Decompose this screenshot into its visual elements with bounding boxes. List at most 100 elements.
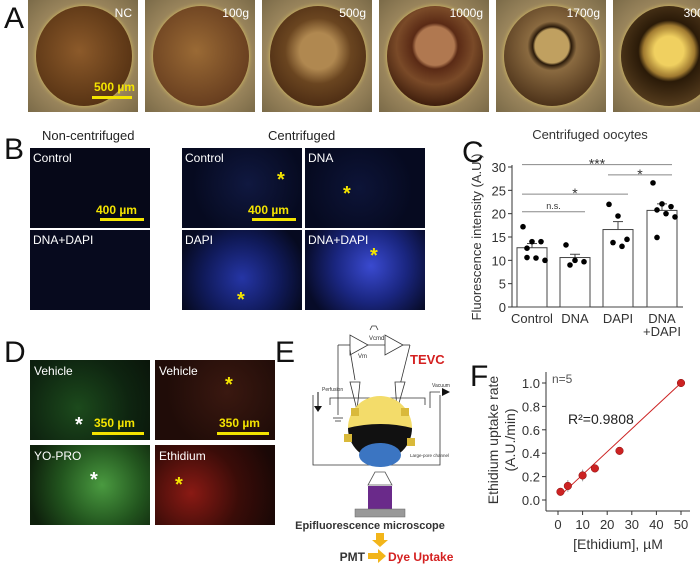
fluorescence-image: DNA+DAPI * (305, 230, 425, 310)
panel-c-label: C (462, 136, 484, 169)
scale-bar-label: 400 µm (96, 203, 137, 217)
panel-e-label: E (275, 336, 296, 369)
condition-label: 500g (339, 6, 366, 20)
data-point (590, 464, 599, 473)
data-point (615, 213, 621, 219)
y-tick-label: 0.8 (522, 399, 540, 414)
data-point (524, 245, 530, 251)
panel-d-label: D (4, 336, 26, 369)
significance-label: * (637, 166, 643, 182)
y-tick-label: 1.0 (522, 376, 540, 391)
data-point (578, 471, 587, 480)
panel-b-label: B (4, 133, 25, 166)
fluorescence-image: DAPI * (182, 230, 302, 310)
scale-bar-label: 350 µm (219, 416, 260, 430)
oocyte (153, 6, 249, 106)
data-point (520, 223, 526, 230)
image-label: DNA+DAPI (308, 233, 369, 247)
n-label: n=5 (552, 372, 573, 386)
panel-a-label: A (4, 2, 25, 35)
oocyte-photo: 1700g (496, 0, 606, 112)
scale-bar (217, 432, 269, 435)
data-point (619, 243, 625, 250)
fluorescence-image: Vehicle * 350 µm (30, 360, 150, 440)
vcmd-label: Vcmd (369, 336, 384, 342)
oocyte (36, 6, 132, 106)
data-point (563, 481, 572, 491)
oocyte (504, 6, 600, 106)
fluorescence-image: Vehicle * 350 µm (155, 360, 275, 440)
fluorescence-image: DNA * (305, 148, 425, 228)
bar-chart-c: Centrifuged oocytes 0 5 10 15 20 25 30 Fluoresce… (469, 127, 683, 339)
image-label: Ethidium (159, 449, 206, 463)
y-axis-label: Ethidium uptake rate (485, 376, 501, 505)
asterisk-marker: * (370, 245, 378, 267)
y-axis-label-unit: (A.U./min) (502, 409, 518, 472)
image-label: YO-PRO (34, 449, 82, 463)
fit-line (560, 382, 682, 496)
bar (646, 209, 678, 308)
data-point (624, 236, 630, 243)
asterisk-marker: * (343, 183, 351, 205)
bar (559, 257, 591, 308)
image-label: DAPI (185, 233, 214, 247)
scale-bar-label: 400 µm (248, 203, 289, 217)
image-label: Vehicle (159, 364, 198, 378)
x-axis-label: [Ethidium], µM (573, 536, 663, 552)
asterisk-marker: * (90, 469, 98, 491)
x-tick-label: 20 (600, 517, 614, 532)
asterisk-marker: * (175, 474, 183, 496)
image-label: Control (185, 151, 224, 165)
oocyte (387, 6, 483, 106)
data-point (524, 254, 530, 261)
asterisk-marker: * (277, 169, 285, 191)
data-point (654, 234, 660, 241)
scale-bar-label: 500 µm (94, 80, 135, 94)
oocyte (270, 6, 366, 106)
r-squared-label: R²=0.9808 (568, 411, 634, 427)
oocyte-photo: NC 500 µm (28, 0, 138, 112)
dye-uptake-label: Dye Uptake (388, 550, 454, 564)
data-point (654, 207, 660, 213)
x-tick-label: 50 (674, 517, 688, 532)
scatter-chart-f: 0.0 0.2 0.4 0.6 0.8 1.0 0 10 20 30 40 50 [Ethidium],… (485, 372, 690, 552)
scale-bar (100, 218, 144, 221)
asterisk-marker: * (75, 414, 83, 436)
data-point (668, 203, 674, 210)
image-label: DNA (308, 151, 334, 165)
scale-bar (252, 218, 296, 221)
data-point (529, 238, 535, 245)
fluorescence-image: Control * 400 µm (182, 148, 302, 228)
oocyte-photo: 1000g (379, 0, 489, 112)
y-tick-label: 5 (499, 277, 506, 292)
fluorescence-image: DNA+DAPI (30, 230, 150, 310)
scale-bar (92, 96, 132, 99)
significance-label: n.s. (546, 201, 561, 211)
data-point (610, 239, 616, 246)
asterisk-marker: * (237, 289, 245, 310)
x-tick-label: 30 (625, 517, 639, 532)
data-point (572, 257, 578, 264)
panel-f-label: F (470, 360, 489, 393)
condition-label: 3000g (683, 6, 700, 20)
x-tick-label: +DAPI (643, 324, 681, 339)
y-tick-label: 25 (492, 183, 506, 198)
x-tick-label: 0 (554, 517, 561, 532)
significance-label: *** (589, 156, 606, 172)
oocyte-photo: 500g (262, 0, 372, 112)
image-label: Vehicle (34, 364, 73, 378)
condition-label: 100g (222, 6, 249, 20)
x-tick-label: Control (511, 311, 553, 326)
data-point (663, 210, 669, 217)
vacuum-label: Vacuum (432, 383, 450, 389)
fluorescence-image: Ethidium * (155, 445, 275, 525)
data-point (538, 238, 544, 245)
data-point (533, 255, 539, 261)
data-point (659, 201, 665, 207)
y-axis-label: Fluorescence intensity (A.U.) (469, 154, 484, 321)
data-point (672, 214, 678, 220)
scale-bar-label: 350 µm (94, 416, 135, 430)
channel-label: Large-pore channel (410, 453, 449, 458)
y-tick-label: 0.2 (522, 470, 540, 485)
data-point (567, 262, 573, 268)
